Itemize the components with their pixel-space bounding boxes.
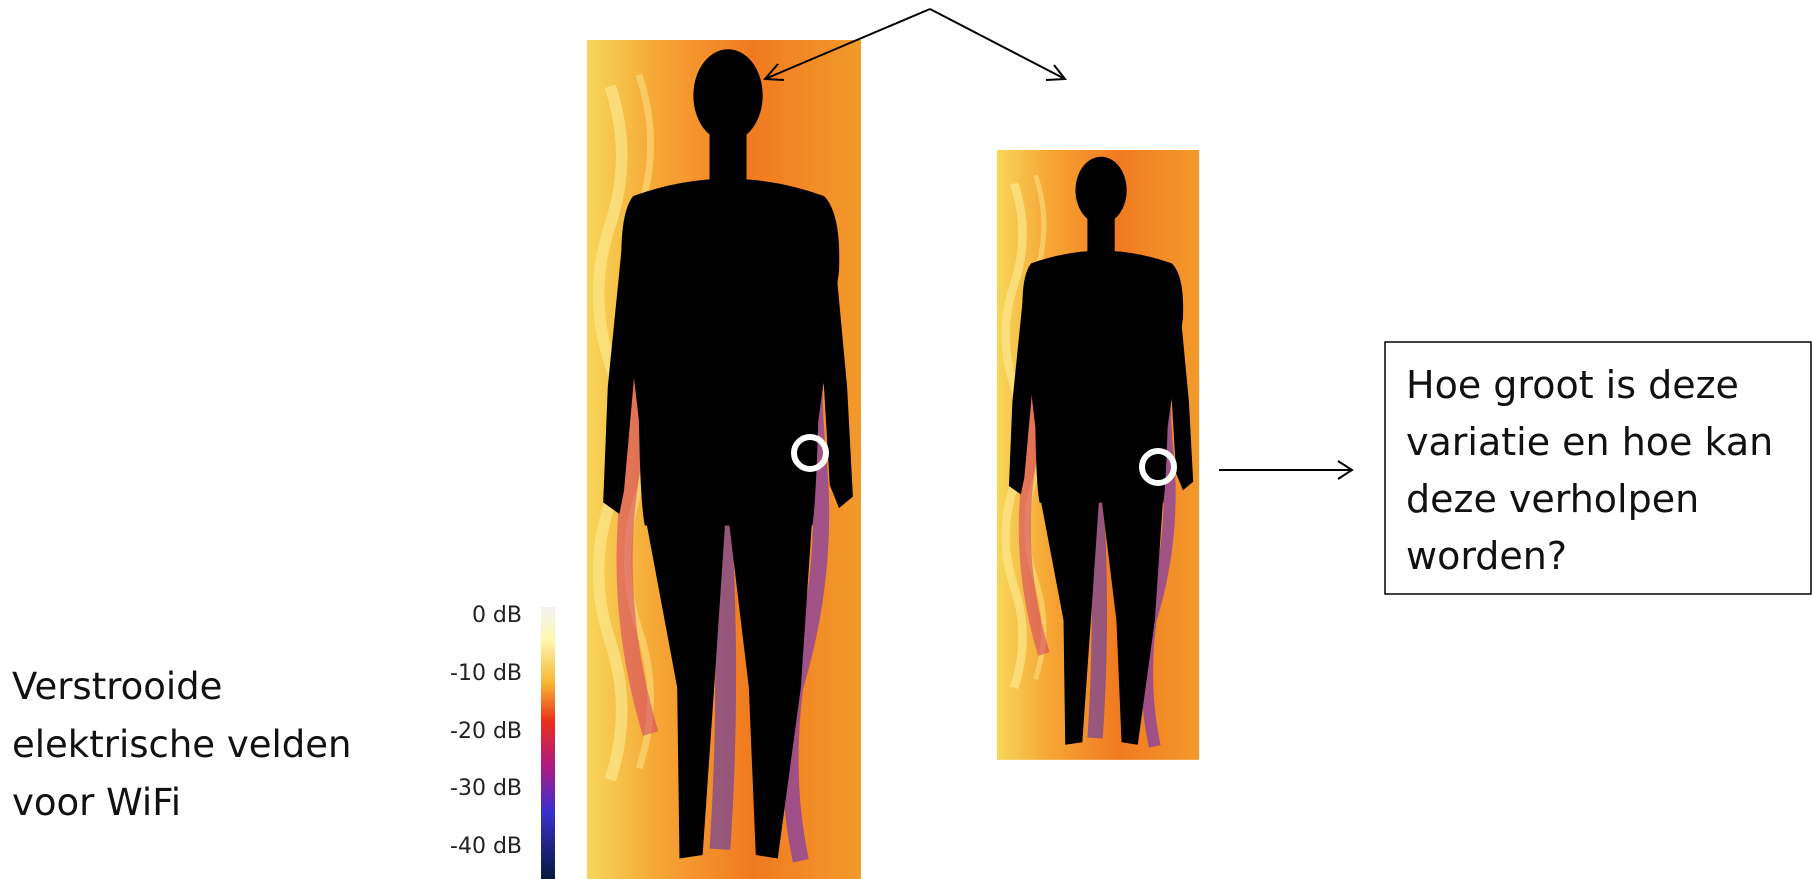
caption-line: elektrische velden xyxy=(12,723,351,766)
colorbar xyxy=(541,607,555,879)
slide-canvas: 0 dB -10 dB -20 dB -30 dB -40 dB Verstro… xyxy=(0,0,1812,879)
colorbar-label: -30 dB xyxy=(450,776,522,801)
slide: 0 dB -10 dB -20 dB -30 dB -40 dB Verstro… xyxy=(0,0,1812,879)
colorbar-label: 0 dB xyxy=(472,603,522,628)
field-image-large xyxy=(587,40,861,879)
caption-line: Verstrooide xyxy=(12,665,222,708)
colorbar-label: -20 dB xyxy=(450,719,522,744)
colorbar-label: -10 dB xyxy=(450,661,522,686)
question-line: worden? xyxy=(1406,534,1567,578)
question-line: variatie en hoe kan xyxy=(1406,420,1773,464)
question-line: Hoe groot is deze xyxy=(1406,363,1739,407)
caption-line: voor WiFi xyxy=(12,781,181,824)
question-line: deze verholpen xyxy=(1406,477,1699,521)
colorbar-label: -40 dB xyxy=(450,834,522,859)
